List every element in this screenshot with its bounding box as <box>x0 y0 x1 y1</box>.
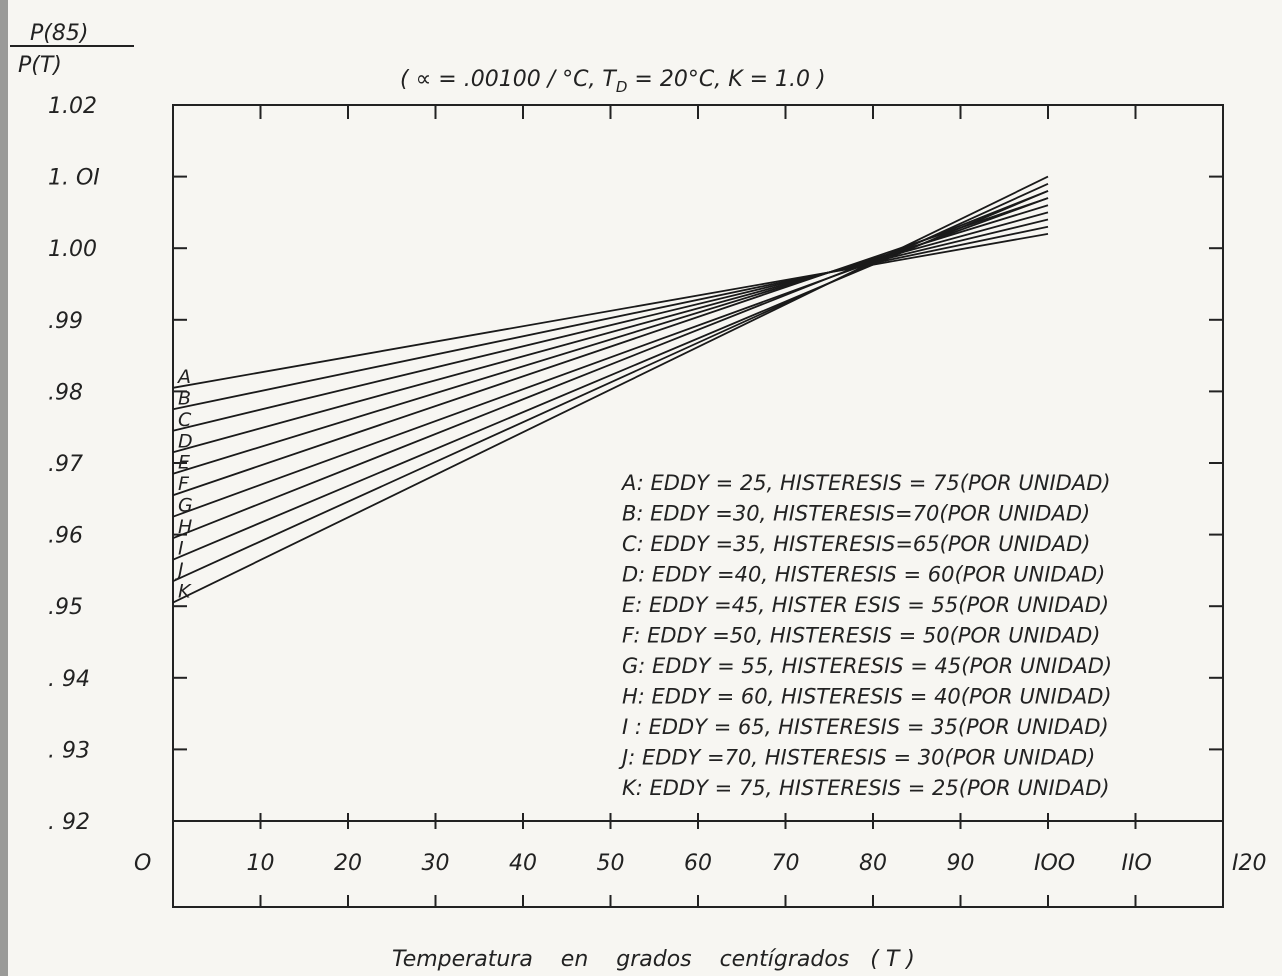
x-tick-label: IOO <box>1034 851 1075 876</box>
series-line-c <box>172 218 1049 432</box>
legend-entry-f: F: EDDY =50, HISTERESIS = 50(POR UNIDAD) <box>622 624 1100 648</box>
series-line-a <box>172 232 1049 389</box>
legend-entry-g: G: EDDY = 55, HISTERESIS = 45(POR UNIDAD… <box>622 654 1112 678</box>
legend-entry-b: B: EDDY =30, HISTERESIS=70(POR UNIDAD) <box>622 502 1090 526</box>
y-tick-label: 1.02 <box>48 94 97 119</box>
y-tick-label: .96 <box>48 524 83 549</box>
series-label-e: E <box>178 452 190 474</box>
y-tick-label: . 94 <box>48 667 90 692</box>
series-label-d: D <box>178 430 193 452</box>
series-line-i <box>172 190 1049 561</box>
x-tick-label: 10 <box>247 851 275 876</box>
plot-frame <box>172 104 1224 822</box>
x-tick-label: 40 <box>509 851 537 876</box>
series-line-d <box>172 211 1049 454</box>
legend-entry-k: K: EDDY = 75, HISTERESIS = 25(POR UNIDAD… <box>622 776 1110 800</box>
y-tick-label: .97 <box>48 452 83 477</box>
x-tick-label: 20 <box>334 851 362 876</box>
x-tick-label: IIO <box>1122 851 1152 876</box>
chart-title: ( ∝ = .00100 / °C, TD = 20°C, K = 1.0 ) <box>400 67 826 96</box>
x-tick-label: 60 <box>684 851 712 876</box>
x-axis-label: Temperatura en grados centígrados ( T ) <box>392 947 915 972</box>
x-tick-label: 90 <box>947 851 975 876</box>
x-tick-label: 30 <box>422 851 450 876</box>
series-label-f: F <box>178 473 190 495</box>
y-ticks: 1.02 1. OI 1.00 .99 .98 .97 .96 .95 . 94 . 93 . 92 <box>48 94 1223 835</box>
series-label-c: C <box>178 409 192 431</box>
legend-entry-e: E: EDDY =45, HISTER ESIS = 55(POR UNIDAD… <box>622 593 1109 617</box>
series-label-a: A <box>176 366 191 388</box>
legend-entry-j: J: EDDY =70, HISTERESIS = 30(POR UNIDAD) <box>618 746 1095 770</box>
page-edge-strip <box>0 0 8 976</box>
x-tick-label: 70 <box>772 851 800 876</box>
series-lines <box>172 175 1049 604</box>
y-tick-label: 1.00 <box>48 237 97 262</box>
series-label-j: J <box>174 559 184 581</box>
x-tick-label: O <box>134 851 151 876</box>
series-label-b: B <box>178 387 191 409</box>
x-tick-label: I20 <box>1232 851 1266 876</box>
series-line-h <box>172 190 1049 540</box>
legend: A: EDDY = 25, HISTERESIS = 75(POR UNIDAD… <box>618 471 1112 800</box>
x-tick-label: 50 <box>597 851 625 876</box>
series-line-b <box>172 225 1049 411</box>
series-line-g <box>172 197 1049 518</box>
y-tick-label: . 93 <box>48 738 90 763</box>
y-axis-label-denominator: P(T) <box>18 53 62 78</box>
series-label-k: K <box>178 581 192 603</box>
series-label-i: I <box>178 538 184 560</box>
x-ticks: O 10 20 30 40 50 60 70 80 90 IOO IIO I20 <box>134 105 1266 907</box>
y-axis-label-numerator: P(85) <box>30 21 88 46</box>
y-tick-label: .95 <box>48 595 83 620</box>
y-tick-label: . 92 <box>48 810 90 835</box>
legend-entry-d: D: EDDY =40, HISTERESIS = 60(POR UNIDAD) <box>622 563 1105 587</box>
series-line-j <box>172 182 1049 582</box>
series-line-k <box>172 175 1049 604</box>
series-label-h: H <box>178 516 192 538</box>
y-tick-label: .98 <box>48 380 83 405</box>
legend-entry-c: C: EDDY =35, HISTERESIS=65(POR UNIDAD) <box>622 532 1090 556</box>
x-tick-label: 80 <box>859 851 887 876</box>
legend-entry-a: A: EDDY = 25, HISTERESIS = 75(POR UNIDAD… <box>620 471 1111 495</box>
legend-entry-i: I : EDDY = 65, HISTERESIS = 35(POR UNIDA… <box>622 715 1109 739</box>
y-tick-label: .99 <box>48 309 83 334</box>
y-tick-label: 1. OI <box>48 166 100 191</box>
legend-entry-h: H: EDDY = 60, HISTERESIS = 40(POR UNIDAD… <box>622 685 1112 709</box>
series-label-g: G <box>178 495 193 517</box>
